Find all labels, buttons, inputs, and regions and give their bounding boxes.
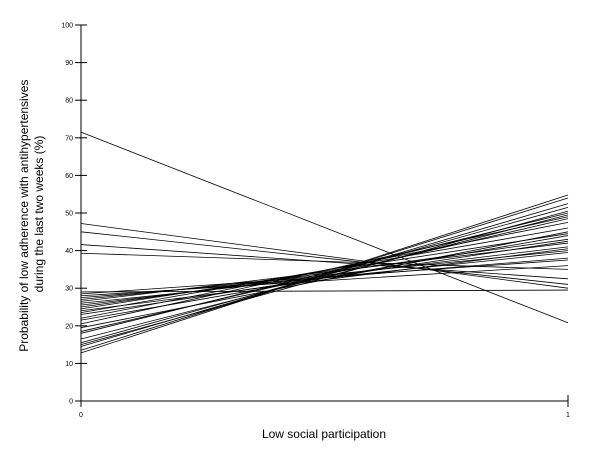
y-axis-title-line-2: during the last two weeks (%): [32, 136, 46, 293]
series-line: [80, 194, 569, 354]
y-tick-label: 70: [65, 135, 73, 142]
series-line: [80, 252, 569, 270]
series-line: [80, 223, 569, 289]
series-line: [80, 203, 569, 347]
x-tick-label: 0: [79, 412, 83, 419]
y-tick-label: 100: [61, 23, 73, 30]
series-line: [80, 131, 569, 324]
series-line: [80, 210, 569, 345]
series-line: [80, 233, 569, 310]
y-axis-title: Probability of low adherence with antihy…: [17, 76, 46, 352]
y-tick-label: 0: [69, 399, 73, 406]
series-line: [80, 242, 569, 302]
series-lines: [80, 131, 569, 354]
x-tick-label: 1: [566, 412, 570, 419]
y-tick-label: 50: [65, 211, 73, 218]
series-line: [80, 231, 569, 329]
x-axis-title: Low social participation: [262, 427, 386, 441]
y-tick-label: 20: [65, 323, 73, 330]
y-tick-label: 80: [65, 98, 73, 105]
y-tick-label: 40: [65, 248, 73, 255]
series-line: [80, 231, 569, 285]
y-axis-title-line-1: Probability of low adherence with antihy…: [17, 80, 31, 352]
y-tick-label: 60: [65, 173, 73, 180]
y-tick-label: 90: [65, 60, 73, 67]
y-axis: 0 10 20 30 40 50 60 70 80 90 100: [61, 23, 87, 406]
y-tick-label: 10: [65, 361, 73, 368]
series-line: [80, 214, 569, 340]
y-tick-label: 30: [65, 286, 73, 293]
series-line: [80, 216, 569, 325]
